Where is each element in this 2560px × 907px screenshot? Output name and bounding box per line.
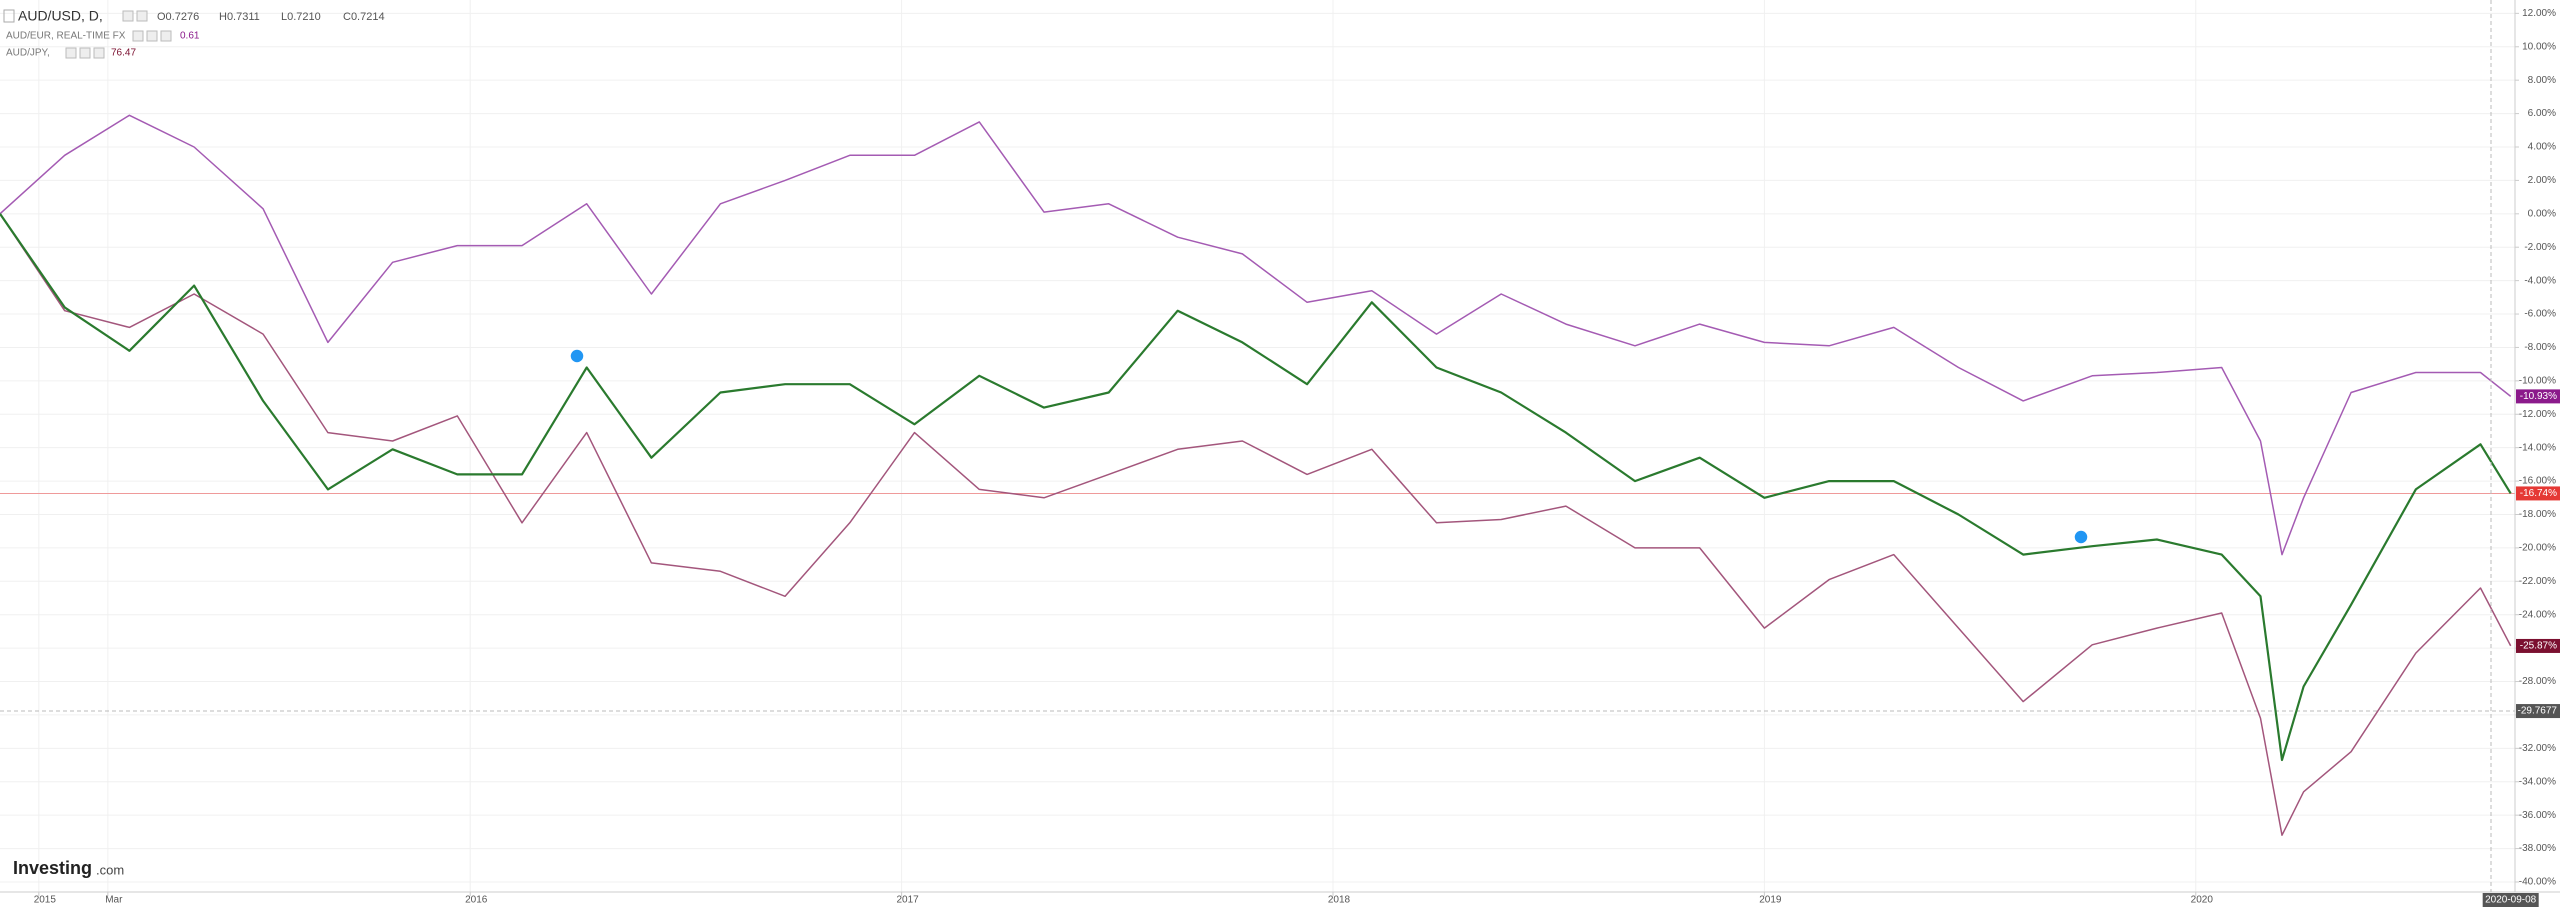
legend-icon[interactable]	[3, 9, 15, 23]
end-label: -25.87%	[2520, 641, 2557, 652]
legend-ohlc: C0.7214	[343, 11, 385, 23]
y-tick-label: -12.00%	[2519, 409, 2556, 420]
current-date-label: 2020-09-08	[2485, 895, 2537, 906]
y-tick-label: -34.00%	[2519, 776, 2556, 787]
series-line	[0, 213, 2512, 836]
x-tick-label: 2019	[1759, 895, 1782, 906]
legend-button[interactable]	[160, 30, 172, 42]
x-tick-label: 2016	[465, 895, 488, 906]
x-tick-label: 2020	[2191, 895, 2214, 906]
x-tick-label: Mar	[105, 895, 123, 906]
legend-ohlc: L0.7210	[281, 11, 321, 23]
y-tick-label: -18.00%	[2519, 509, 2556, 520]
legend-button[interactable]	[79, 47, 91, 59]
x-tick-label: 2015	[34, 895, 57, 906]
plot	[0, 114, 2515, 836]
x-tick-label: 2018	[1328, 895, 1351, 906]
y-tick-label: -32.00%	[2519, 743, 2556, 754]
y-tick-label: -38.00%	[2519, 843, 2556, 854]
grid	[0, 0, 2515, 892]
crosshair-box	[2516, 704, 2560, 719]
y-tick-label: 6.00%	[2528, 108, 2556, 119]
y-tick-label: -14.00%	[2519, 442, 2556, 453]
legend-button[interactable]	[93, 47, 105, 59]
event-marker[interactable]	[2073, 529, 2089, 545]
y-tick-label: 4.00%	[2528, 142, 2556, 153]
end-label: -16.74%	[2520, 488, 2557, 499]
y-tick-label: -4.00%	[2524, 275, 2556, 286]
axes: 12.00% 10.00% 8.00% 6.00% 4.00% 2.00% 0.00% -2.…	[34, 8, 2560, 907]
legend-series: AUD/JPY,	[6, 48, 50, 59]
x-tick-label: 2017	[896, 895, 919, 906]
y-tick-label: 8.00%	[2528, 75, 2556, 86]
legend-button[interactable]	[122, 10, 134, 22]
legend-title: AUD/USD, D,	[18, 8, 103, 24]
y-tick-label: 12.00%	[2522, 8, 2556, 19]
y-tick-label: -36.00%	[2519, 810, 2556, 821]
legend-value: 76.47	[111, 48, 136, 59]
legend-button[interactable]	[132, 30, 144, 42]
end-label: -10.93%	[2520, 391, 2557, 402]
y-tick-label: 10.00%	[2522, 41, 2556, 52]
crosshair-label: -29.7677	[2518, 706, 2558, 717]
legend-button[interactable]	[136, 10, 148, 22]
legend-series: AUD/EUR, REAL-TIME FX	[6, 31, 126, 42]
series-line	[0, 114, 2512, 556]
y-tick-label: -20.00%	[2519, 543, 2556, 554]
y-tick-label: -8.00%	[2524, 342, 2556, 353]
watermark-brand: Investing	[13, 858, 92, 878]
end-label-box	[2516, 486, 2560, 501]
current-date-box	[2482, 893, 2539, 907]
watermark-domain: .com	[96, 862, 124, 877]
y-tick-label: -40.00%	[2519, 877, 2556, 888]
legend-button[interactable]	[65, 47, 77, 59]
end-label-box	[2516, 389, 2560, 404]
legend-value: 0.61	[180, 31, 200, 42]
y-tick-label: -6.00%	[2524, 309, 2556, 320]
end-label-box	[2516, 638, 2560, 653]
event-marker[interactable]	[569, 348, 585, 364]
y-tick-label: -10.00%	[2519, 375, 2556, 386]
y-tick-label: -16.00%	[2519, 476, 2556, 487]
legend-button[interactable]	[146, 30, 158, 42]
series-line	[0, 213, 2512, 762]
y-tick-label: -2.00%	[2524, 242, 2556, 253]
y-tick-label: -28.00%	[2519, 676, 2556, 687]
legend-ohlc: O0.7276	[157, 11, 199, 23]
y-tick-label: -22.00%	[2519, 576, 2556, 587]
y-tick-label: 0.00%	[2528, 208, 2556, 219]
y-tick-label: -24.00%	[2519, 609, 2556, 620]
y-tick-label: 2.00%	[2528, 175, 2556, 186]
legend-ohlc: H0.7311	[219, 11, 260, 23]
